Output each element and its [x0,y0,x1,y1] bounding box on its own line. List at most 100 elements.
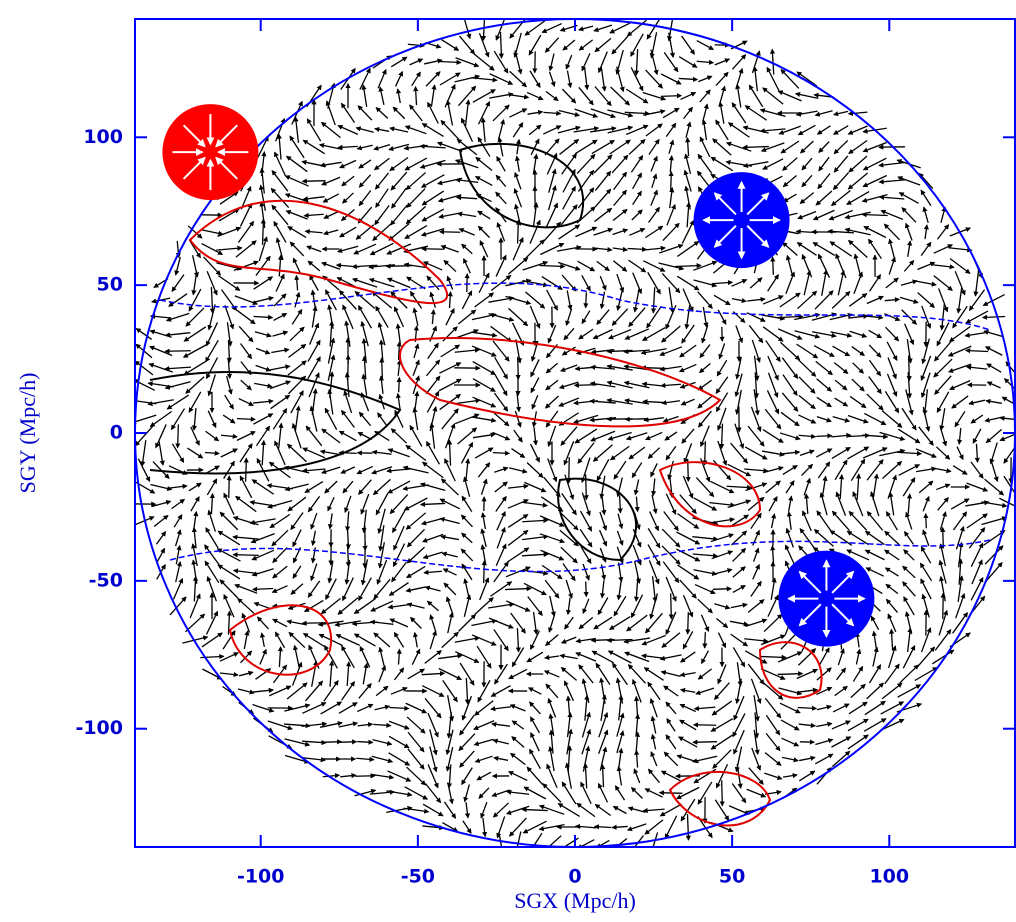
flow-arrow [920,189,932,207]
flow-arrow [524,481,547,493]
flow-arrow [388,143,410,152]
flow-arrow [965,348,989,354]
flow-arrow [565,597,572,616]
flow-arrow [847,110,868,117]
flow-arrow [574,428,598,444]
flow-arrow [356,703,374,713]
flow-arrow [683,443,693,464]
flow-arrow [711,700,733,716]
flow-arrow [694,583,716,595]
flow-arrow [471,345,497,357]
flow-arrow [309,274,319,291]
flow-arrow [474,755,493,763]
flow-arrow [631,209,643,221]
flow-arrow [201,242,224,256]
flow-arrow [633,576,640,602]
flow-arrow [735,67,744,90]
flow-arrow [526,651,544,663]
flow-arrow [833,362,849,374]
flow-arrow [406,602,425,609]
flow-arrow [458,733,476,752]
flow-arrow [760,654,787,660]
flow-arrow [579,510,593,532]
flow-arrow [164,348,191,354]
flow-arrow [633,768,641,784]
flow-arrow [219,652,239,662]
flow-arrow [575,652,597,662]
flow-arrow [539,515,565,527]
flow-arrow [538,804,565,815]
flow-arrow [511,736,525,748]
flow-arrow [779,432,801,441]
flow-arrow [661,632,681,648]
flow-arrow [421,533,444,543]
flow-arrow [847,414,869,424]
flow-arrow [888,491,895,516]
flow-arrow [785,480,795,494]
flow-arrow [660,93,683,99]
flow-arrow [465,458,471,482]
y-tick-label: 100 [83,126,123,148]
flow-arrow [547,697,557,718]
flow-arrow [302,447,326,459]
flow-arrow [252,703,275,713]
flow-node [778,550,875,647]
flow-arrow [952,465,968,475]
flow-arrow [377,412,387,426]
flow-arrow [479,240,489,258]
flow-arrow [149,329,172,338]
flow-arrow [544,579,560,599]
flow-arrow [631,678,642,703]
flow-arrow [796,668,819,680]
flow-arrow [797,210,817,220]
flow-arrow [736,763,743,790]
flow-arrow [309,322,320,345]
flow-arrow [272,330,289,337]
flow-arrow [260,439,267,466]
flow-arrow [338,702,358,714]
flow-arrow [392,106,406,120]
flow-arrow [271,169,289,192]
flow-arrow [596,459,610,482]
flow-arrow [777,671,804,677]
flow-arrow [395,323,401,344]
flow-arrow [938,543,947,567]
flow-arrow [866,295,884,305]
flow-arrow [480,528,487,548]
flow-arrow [897,684,922,698]
flow-arrow [752,547,760,562]
flow-arrow [556,245,582,252]
flow-arrow [388,752,411,766]
flow-arrow [523,582,547,596]
flow-arrow [600,694,607,721]
flow-arrow [749,277,763,289]
flow-arrow [989,442,998,465]
flow-arrow [224,394,234,410]
flow-arrow [205,430,220,442]
flow-arrow [643,260,666,272]
flow-arrow [495,191,507,205]
flow-arrow [249,500,276,507]
flow-arrow [878,161,905,168]
flow-arrow [420,174,445,188]
flow-arrow [429,729,438,756]
flow-arrow [787,495,794,512]
flow-arrow [732,713,746,738]
flow-arrow [747,425,765,447]
flow-arrow [693,569,718,576]
flow-arrow [647,527,661,549]
flow-arrow [780,449,801,456]
flow-arrow [650,189,658,206]
flow-arrow [404,224,428,240]
flow-arrow [373,632,391,648]
flow-arrow [321,261,341,270]
flow-arrow [918,480,934,494]
flow-arrow [307,495,321,513]
flow-arrow [870,491,880,517]
flow-arrow [430,309,436,325]
flow-arrow [155,424,167,449]
flow-arrow [832,172,849,191]
flow-arrow [354,290,376,309]
flow-arrow [290,512,304,531]
flow-arrow [812,241,836,257]
